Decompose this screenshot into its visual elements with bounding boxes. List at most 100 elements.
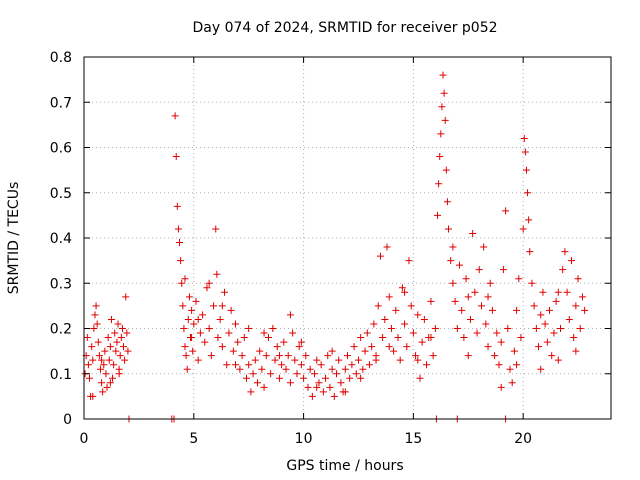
data-point bbox=[513, 306, 521, 314]
data-point bbox=[260, 329, 268, 337]
data-point bbox=[535, 343, 543, 351]
data-point bbox=[188, 334, 196, 342]
data-point bbox=[493, 329, 501, 337]
data-point bbox=[313, 383, 321, 391]
data-point bbox=[460, 334, 468, 342]
data-point bbox=[488, 306, 496, 314]
data-point bbox=[212, 225, 220, 233]
data-point bbox=[407, 302, 415, 310]
data-point bbox=[525, 216, 533, 224]
data-point bbox=[455, 261, 463, 269]
y-tick-label: 0.8 bbox=[50, 50, 72, 66]
data-point bbox=[103, 383, 111, 391]
data-point bbox=[324, 352, 332, 360]
data-point bbox=[484, 293, 492, 301]
data-point bbox=[311, 370, 319, 378]
data-point bbox=[412, 352, 420, 360]
data-point bbox=[245, 361, 253, 369]
data-point bbox=[541, 320, 549, 328]
data-point bbox=[491, 352, 499, 360]
data-point bbox=[181, 343, 189, 351]
data-point bbox=[499, 266, 507, 274]
data-point bbox=[520, 134, 528, 142]
data-point bbox=[225, 329, 233, 337]
data-point bbox=[177, 257, 185, 265]
data-point bbox=[256, 347, 264, 355]
data-point bbox=[238, 352, 246, 360]
y-tick-label: 0.7 bbox=[50, 95, 72, 111]
data-point bbox=[100, 361, 108, 369]
data-point bbox=[344, 352, 351, 360]
data-point bbox=[182, 352, 190, 360]
data-point bbox=[361, 347, 369, 355]
data-point bbox=[207, 352, 215, 360]
data-point bbox=[466, 315, 474, 323]
data-point bbox=[172, 153, 180, 161]
data-point bbox=[350, 343, 358, 351]
data-point bbox=[90, 325, 98, 332]
data-point bbox=[401, 320, 409, 328]
data-point bbox=[550, 329, 558, 337]
data-point bbox=[205, 279, 213, 287]
data-point bbox=[112, 347, 120, 355]
data-point bbox=[245, 325, 253, 332]
x-tick-label: 0 bbox=[80, 431, 89, 447]
data-point bbox=[357, 334, 365, 342]
data-point bbox=[291, 356, 299, 364]
data-point bbox=[304, 383, 312, 391]
data-point bbox=[282, 365, 290, 373]
data-point bbox=[515, 275, 523, 283]
data-point bbox=[506, 365, 514, 373]
data-point bbox=[229, 347, 237, 355]
data-point bbox=[319, 388, 327, 396]
data-point bbox=[240, 334, 248, 342]
y-tick-label: 0.4 bbox=[50, 231, 72, 247]
data-point bbox=[251, 356, 259, 364]
data-point bbox=[484, 343, 492, 351]
data-point bbox=[335, 356, 343, 364]
plot-frame bbox=[83, 56, 612, 420]
data-point bbox=[121, 356, 129, 364]
data-point bbox=[92, 302, 100, 310]
data-point bbox=[414, 356, 422, 364]
data-point bbox=[93, 320, 101, 328]
data-point bbox=[286, 379, 294, 387]
data-point bbox=[183, 365, 191, 373]
data-point bbox=[442, 166, 450, 174]
data-point bbox=[436, 153, 444, 161]
data-point bbox=[464, 293, 472, 301]
data-point bbox=[570, 334, 578, 342]
data-point bbox=[184, 315, 192, 323]
data-point bbox=[114, 320, 122, 328]
data-point bbox=[196, 329, 204, 337]
data-point bbox=[554, 288, 562, 296]
data-point bbox=[249, 370, 257, 378]
data-point bbox=[522, 166, 530, 174]
data-point bbox=[469, 229, 477, 237]
data-point bbox=[178, 279, 186, 287]
data-point bbox=[199, 311, 207, 319]
data-point bbox=[439, 71, 447, 79]
data-point bbox=[297, 361, 305, 369]
data-point bbox=[563, 288, 571, 296]
data-point bbox=[300, 374, 308, 382]
data-point bbox=[510, 347, 518, 355]
y-tick-label: 0.6 bbox=[50, 141, 72, 157]
data-point bbox=[381, 315, 389, 323]
data-point bbox=[429, 352, 437, 360]
data-point bbox=[396, 356, 404, 364]
data-point bbox=[403, 343, 411, 351]
data-point bbox=[458, 306, 466, 314]
data-point bbox=[495, 361, 503, 369]
data-point bbox=[390, 347, 398, 355]
data-point bbox=[416, 374, 424, 382]
data-point bbox=[89, 392, 97, 400]
data-point bbox=[387, 325, 395, 332]
data-point bbox=[83, 334, 91, 342]
data-point bbox=[84, 361, 92, 369]
data-point bbox=[210, 302, 218, 310]
data-point bbox=[205, 325, 213, 332]
x-tick-label: 20 bbox=[514, 431, 532, 447]
data-point bbox=[519, 225, 527, 233]
